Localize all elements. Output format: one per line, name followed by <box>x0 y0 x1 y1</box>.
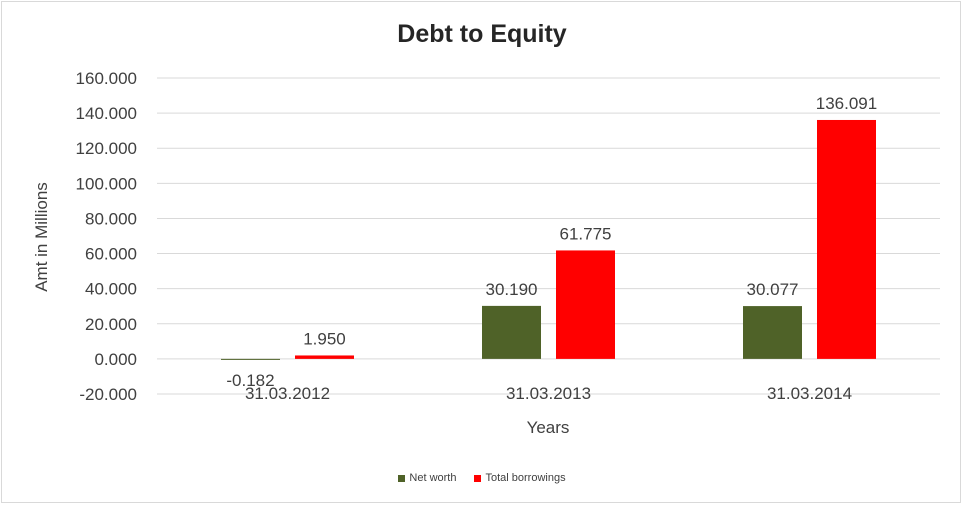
legend-item-total-borrowings: Total borrowings <box>474 472 566 484</box>
bar-net-worth <box>221 358 280 360</box>
legend-item-net-worth: Net worth <box>398 472 456 484</box>
data-label: 136.091 <box>816 94 877 113</box>
legend-swatch-total-borrowings <box>474 474 482 482</box>
y-tick-label: 20.000 <box>85 315 137 334</box>
y-tick-label: 60.000 <box>85 245 137 264</box>
bar-net-worth <box>743 306 802 359</box>
data-label: -0.182 <box>226 371 274 390</box>
y-tick-label: 120.000 <box>76 139 137 158</box>
y-tick-label: 40.000 <box>85 280 137 299</box>
bar-total-borrowings <box>817 119 876 359</box>
y-tick-label: -20.000 <box>79 385 137 404</box>
legend: Net worth Total borrowings <box>0 472 964 484</box>
x-tick-label: 31.03.2012 <box>245 384 330 403</box>
chart-title: Debt to Equity <box>397 20 567 48</box>
x-axis-label: Years <box>526 418 570 437</box>
x-tick-label: 31.03.2014 <box>767 384 852 403</box>
x-tick-label: 31.03.2013 <box>506 384 591 403</box>
data-label: 1.950 <box>303 329 346 348</box>
y-tick-label: 0.000 <box>94 350 137 369</box>
legend-label-net-worth: Net worth <box>409 472 457 484</box>
legend-swatch-net-worth <box>398 474 406 482</box>
bar-total-borrowings <box>295 355 354 359</box>
y-tick-label: 160.000 <box>76 69 137 88</box>
data-label: 61.775 <box>560 224 612 243</box>
bar-net-worth <box>482 305 541 359</box>
bar-total-borrowings <box>556 250 615 359</box>
y-tick-label: 100.000 <box>76 174 137 193</box>
y-tick-label: 140.000 <box>76 104 137 123</box>
data-label: 30.077 <box>747 280 799 299</box>
y-tick-label: 80.000 <box>85 209 137 228</box>
data-label: 30.190 <box>486 280 538 299</box>
legend-label-total-borrowings: Total borrowings <box>485 472 566 484</box>
